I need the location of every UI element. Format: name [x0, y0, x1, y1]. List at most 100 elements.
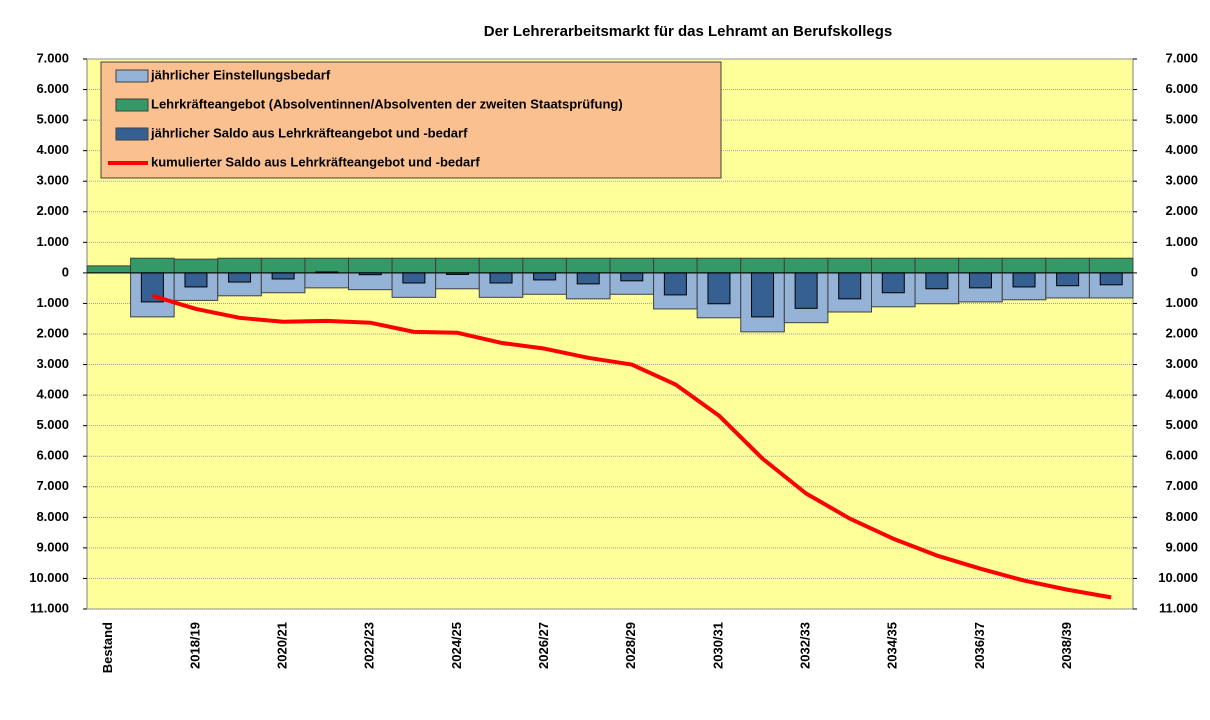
bar — [751, 272, 775, 318]
y-tick-label: 1.000 — [36, 295, 69, 310]
y-tick-label: 4.000 — [36, 142, 69, 157]
bar — [827, 257, 873, 274]
legend-swatch — [115, 127, 149, 141]
bar — [391, 257, 437, 274]
y-tick-label: 5.000 — [36, 112, 69, 127]
bar — [1056, 272, 1080, 287]
bar — [173, 258, 219, 274]
legend-label: kumulierter Saldo aus Lehrkräfteangebot … — [151, 154, 480, 169]
y2-tick-label: 6.000 — [1165, 81, 1198, 96]
y2-tick-label: 4.000 — [1165, 142, 1198, 157]
y-tick-label: 11.000 — [30, 600, 69, 615]
bar — [435, 272, 480, 290]
y2-tick-label: 1.000 — [1165, 295, 1198, 310]
y2-tick-label: 3.000 — [1165, 356, 1198, 371]
bar — [576, 272, 600, 285]
y2-tick-label: 0 — [1191, 264, 1198, 279]
legend-label: jährlicher Saldo aus Lehrkräfteangebot u… — [150, 125, 468, 140]
bar — [925, 272, 949, 290]
bar — [217, 257, 262, 274]
bar — [1001, 257, 1047, 274]
y-tick-label: 8.000 — [36, 509, 69, 524]
y2-tick-label: 5.000 — [1165, 112, 1198, 127]
bar — [402, 272, 426, 284]
y2-tick-label: 5.000 — [1165, 417, 1198, 432]
y2-tick-label: 10.000 — [1158, 570, 1198, 585]
y-tick-label: 2.000 — [36, 325, 69, 340]
bar — [522, 257, 567, 274]
y-tick-label: 6.000 — [36, 81, 69, 96]
y2-tick-label: 4.000 — [1165, 387, 1198, 402]
y2-tick-label: 7.000 — [1165, 50, 1198, 65]
x-tick-label: 2036/37 — [972, 622, 987, 669]
y-tick-label: 6.000 — [36, 448, 69, 463]
x-tick-label: 2028/29 — [623, 622, 638, 669]
y-tick-label: 3.000 — [36, 173, 69, 188]
y2-tick-label: 2.000 — [1165, 325, 1198, 340]
x-tick-label: 2030/31 — [710, 622, 725, 669]
bar — [184, 272, 208, 288]
bar — [620, 272, 644, 282]
x-tick-label: 2022/23 — [362, 622, 377, 669]
bar — [435, 257, 480, 274]
bar — [1045, 257, 1090, 274]
bar — [1088, 257, 1134, 274]
y-tick-label: 7.000 — [36, 50, 69, 65]
bar — [881, 272, 905, 294]
legend-label: Lehrkräfteangebot (Absolventinnen/Absolv… — [151, 96, 623, 111]
chart-title: Der Lehrerarbeitsmarkt für das Lehramt a… — [484, 23, 892, 40]
bar — [740, 257, 785, 274]
bar — [707, 272, 731, 305]
y-tick-label: 2.000 — [36, 203, 69, 218]
bar — [838, 272, 862, 300]
y2-tick-label: 8.000 — [1165, 509, 1198, 524]
bar — [304, 257, 349, 274]
bar — [130, 257, 175, 274]
bar — [1012, 272, 1036, 288]
bar — [271, 272, 295, 280]
bar — [609, 257, 655, 274]
y2-tick-label: 6.000 — [1165, 448, 1198, 463]
bar — [489, 272, 513, 284]
bar — [794, 272, 818, 309]
bar — [663, 272, 687, 296]
bar — [914, 257, 960, 274]
bar — [696, 257, 742, 274]
bar — [653, 257, 698, 274]
x-tick-label: 2026/27 — [536, 622, 551, 669]
y2-tick-label: 11.000 — [1159, 600, 1198, 615]
y-tick-label: 0 — [62, 264, 69, 279]
legend-label: jährlicher Einstellungsbedarf — [150, 67, 331, 82]
y-tick-label: 10.000 — [29, 570, 69, 585]
y-tick-label: 7.000 — [36, 478, 69, 493]
legend — [100, 61, 722, 179]
bar — [86, 265, 132, 274]
bar — [478, 257, 524, 274]
y2-tick-label: 9.000 — [1165, 539, 1198, 554]
bar — [533, 272, 557, 281]
y2-tick-label: 3.000 — [1165, 173, 1198, 188]
y-tick-label: 4.000 — [36, 387, 69, 402]
bar — [228, 272, 252, 283]
x-tick-label: Bestand — [100, 622, 115, 673]
x-tick-label: 2032/33 — [798, 622, 813, 669]
legend-swatch — [115, 98, 149, 112]
y-tick-label: 3.000 — [36, 356, 69, 371]
x-tick-label: 2038/39 — [1059, 622, 1074, 669]
bar — [304, 272, 349, 289]
bar — [958, 257, 1003, 274]
bar — [348, 272, 393, 291]
bar — [348, 257, 393, 274]
y2-tick-label: 1.000 — [1165, 234, 1198, 249]
x-tick-label: 2034/35 — [885, 622, 900, 669]
y-tick-label: 9.000 — [36, 539, 69, 554]
bar — [1099, 272, 1123, 286]
y2-tick-label: 2.000 — [1165, 203, 1198, 218]
line — [151, 293, 1112, 600]
x-tick-label: 2020/21 — [275, 622, 290, 669]
bar — [968, 272, 992, 289]
legend-swatch — [115, 69, 149, 83]
bar — [260, 257, 306, 274]
x-tick-label: 2024/25 — [449, 622, 464, 669]
